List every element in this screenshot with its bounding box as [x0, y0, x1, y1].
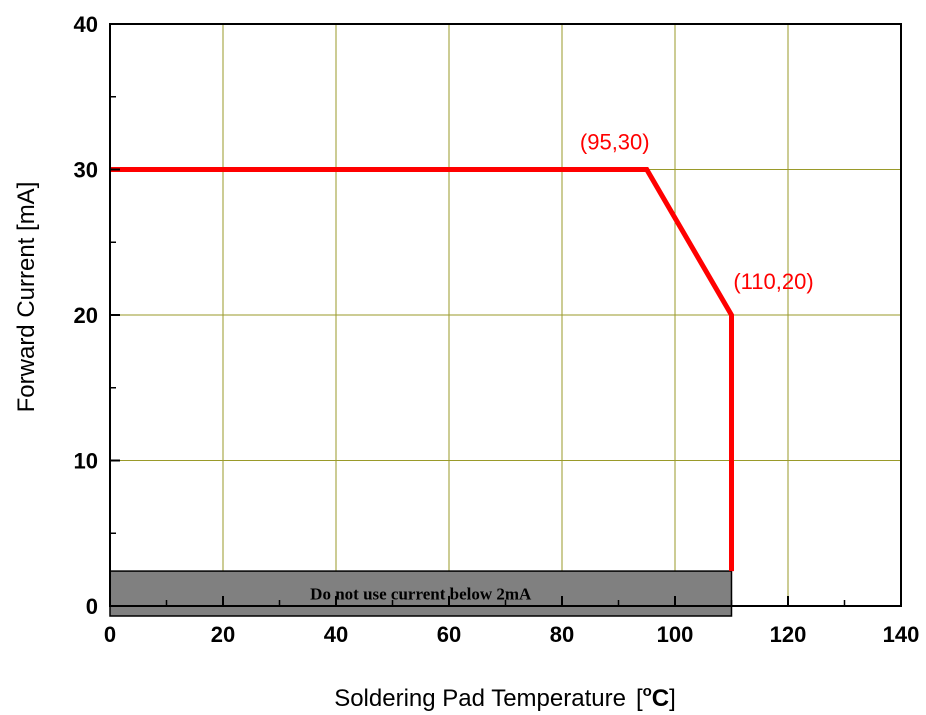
tick-labels: 0 20 40 60 80 100 120 140 0 10 20 30 40 — [74, 12, 920, 647]
x-axis-title-main: Soldering Pad Temperature — [334, 685, 626, 712]
y-tick-label: 0 — [86, 594, 98, 619]
y-tick-label: 30 — [74, 158, 98, 183]
restricted-band-group: Do not use current below 2mA — [109, 570, 733, 617]
x-axis-unit-degree: o — [643, 683, 652, 700]
point-annotation: (95,30) — [580, 130, 650, 155]
x-tick-label: 40 — [324, 622, 348, 647]
y-tick-label: 20 — [74, 303, 98, 328]
series-group — [110, 167, 734, 572]
series-line — [110, 167, 734, 572]
x-tick-label: 100 — [657, 622, 694, 647]
y-axis-title: Forward Current [mA] — [13, 182, 40, 413]
x-axis-unit-open: [ — [636, 685, 643, 712]
x-tick-label: 80 — [550, 622, 574, 647]
restricted-band-label: Do not use current below 2mA — [310, 585, 532, 604]
x-tick-label: 120 — [770, 622, 807, 647]
axis-ticks — [109, 23, 902, 607]
annotations: (95,30) (110,20) — [580, 130, 814, 295]
x-axis-unit-close: ] — [669, 685, 676, 712]
x-tick-label: 0 — [104, 622, 116, 647]
grid-lines — [110, 24, 901, 606]
y-tick-label: 10 — [74, 449, 98, 474]
x-tick-label: 20 — [211, 622, 235, 647]
restricted-band — [109, 570, 733, 617]
x-tick-label: 140 — [883, 622, 920, 647]
x-tick-label: 60 — [437, 622, 461, 647]
point-annotation: (110,20) — [733, 269, 813, 294]
y-tick-label: 40 — [74, 12, 98, 37]
x-axis-unit-c: C — [652, 685, 669, 712]
x-axis-title: Soldering Pad Temperature [oC] — [334, 683, 676, 712]
